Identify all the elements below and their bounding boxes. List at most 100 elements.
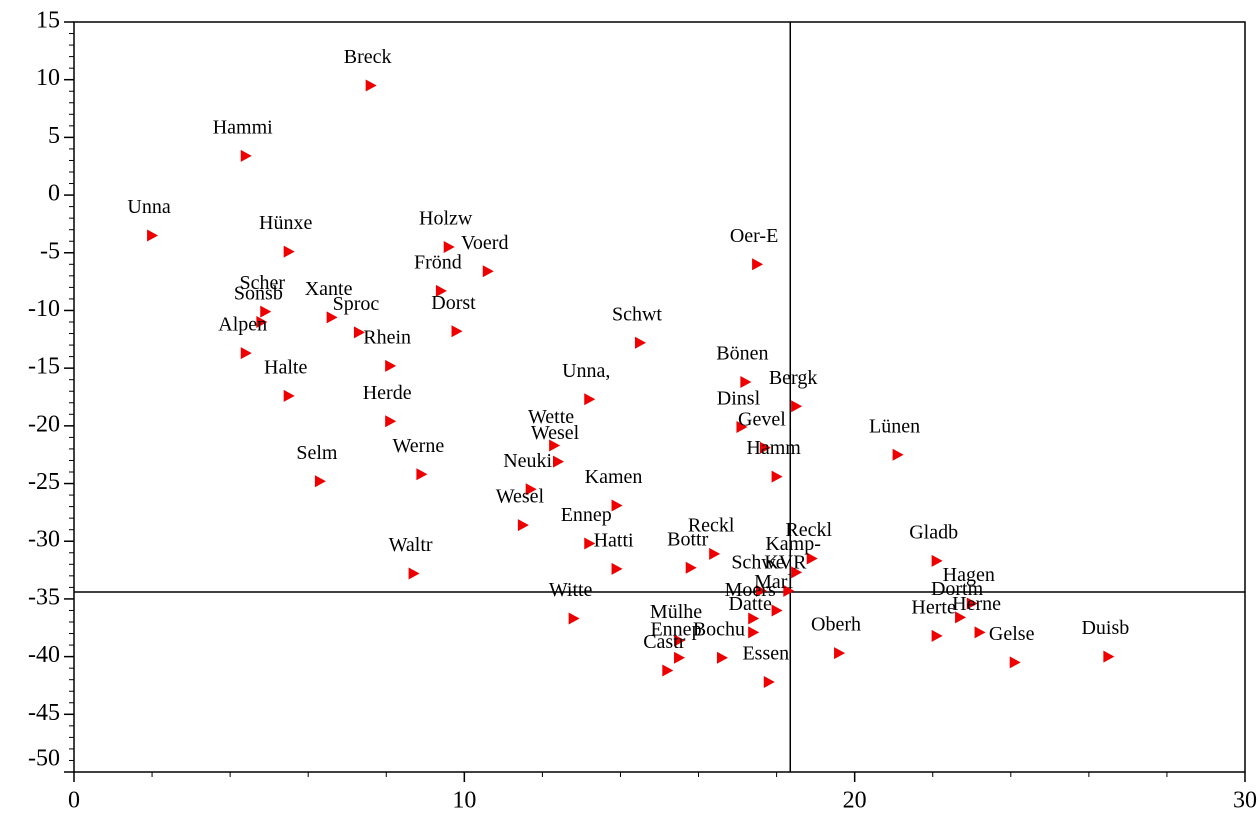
point bbox=[584, 537, 596, 550]
point-label: Reckl bbox=[785, 519, 832, 541]
point-label: Schwe bbox=[731, 551, 784, 573]
point-label: Xante bbox=[305, 278, 353, 300]
point bbox=[568, 612, 580, 625]
point-label: Ennep bbox=[561, 504, 612, 526]
point-label: Herne bbox=[952, 593, 1001, 615]
point-label: Oberh bbox=[811, 614, 861, 636]
point bbox=[611, 499, 623, 512]
point bbox=[931, 629, 943, 642]
point-label: Waltr bbox=[389, 534, 433, 556]
point-label: Hatti bbox=[594, 530, 634, 552]
point bbox=[771, 604, 783, 617]
x-tick-label: 10 bbox=[452, 788, 476, 814]
point-label: Bergk bbox=[769, 367, 818, 389]
point-label: Frönd bbox=[414, 251, 462, 273]
point bbox=[435, 284, 447, 297]
point-label: Neuki bbox=[503, 450, 552, 472]
point-label: Hagen bbox=[943, 564, 995, 586]
x-tick-label: 20 bbox=[843, 788, 867, 814]
point bbox=[1103, 650, 1115, 663]
point-label: Selm bbox=[296, 442, 338, 464]
point-label: Bottr bbox=[667, 528, 708, 550]
point bbox=[260, 305, 272, 318]
point bbox=[771, 470, 783, 483]
y-tick-label: -35 bbox=[28, 584, 60, 610]
point-label: Witte bbox=[549, 579, 593, 601]
point bbox=[966, 597, 978, 610]
x-tick-label: 0 bbox=[68, 788, 80, 814]
y-tick-label: 5 bbox=[48, 123, 60, 149]
point bbox=[240, 347, 252, 360]
point bbox=[549, 439, 561, 452]
point bbox=[791, 400, 803, 413]
point bbox=[674, 634, 686, 647]
point bbox=[385, 359, 397, 372]
point-label: Wesel bbox=[496, 486, 545, 508]
point bbox=[443, 241, 455, 253]
point bbox=[662, 664, 674, 677]
point-label: Wesel bbox=[531, 422, 580, 444]
point-label: Kamen bbox=[585, 466, 643, 488]
point-label: Moers bbox=[725, 579, 776, 601]
point bbox=[791, 566, 803, 579]
point bbox=[482, 265, 494, 278]
point-label: Mülhe bbox=[650, 601, 702, 623]
point bbox=[283, 245, 295, 258]
point bbox=[365, 79, 377, 92]
point-label: Unna bbox=[127, 196, 170, 218]
point-label: Dinsl bbox=[717, 388, 761, 410]
point bbox=[685, 561, 697, 574]
point bbox=[716, 651, 728, 664]
point-label: Unna, bbox=[562, 360, 610, 382]
point-label: Datte bbox=[729, 593, 772, 615]
point bbox=[806, 552, 818, 565]
point bbox=[408, 567, 420, 580]
point bbox=[783, 584, 795, 597]
point-label: Hünxe bbox=[259, 212, 312, 234]
point-label: Lünen bbox=[869, 415, 920, 437]
y-tick-label: -50 bbox=[28, 746, 60, 772]
point-label: Bochu bbox=[693, 618, 745, 640]
point bbox=[314, 475, 326, 488]
point bbox=[974, 626, 986, 639]
point bbox=[674, 651, 686, 664]
point-label: Schwt bbox=[612, 303, 662, 325]
point-label: Dortm bbox=[931, 578, 984, 600]
point bbox=[256, 316, 268, 328]
point-label: Voerd bbox=[461, 232, 508, 254]
point-label: Castr bbox=[643, 631, 686, 653]
point bbox=[634, 336, 646, 349]
plot-frame bbox=[73, 21, 1246, 773]
point bbox=[553, 455, 565, 468]
point-label: Sproc bbox=[333, 293, 380, 315]
point bbox=[525, 483, 537, 496]
point-label: Oer-E bbox=[730, 225, 778, 247]
y-tick-label: -20 bbox=[28, 411, 60, 437]
point bbox=[416, 468, 428, 481]
point bbox=[584, 393, 596, 406]
x-tick-label: 30 bbox=[1233, 788, 1257, 814]
point-label: Herde bbox=[363, 382, 412, 404]
point bbox=[611, 562, 623, 575]
point bbox=[240, 149, 252, 162]
point-label: Kamp- bbox=[765, 533, 821, 555]
y-tick-label: -25 bbox=[28, 469, 60, 495]
point bbox=[752, 258, 764, 271]
point bbox=[834, 647, 846, 660]
point-label: Hammi bbox=[213, 116, 273, 138]
point-label: Halte bbox=[264, 356, 307, 378]
point-label: Werne bbox=[393, 435, 445, 457]
point bbox=[283, 389, 295, 402]
point-label: Wette bbox=[528, 406, 574, 428]
point-label: Scher bbox=[239, 272, 285, 294]
point-label: Rhein bbox=[363, 326, 411, 348]
point bbox=[353, 326, 365, 339]
y-tick-label: 10 bbox=[36, 65, 60, 91]
point-label: Dorst bbox=[431, 292, 476, 314]
point bbox=[763, 676, 775, 688]
point-label: Essen bbox=[742, 643, 789, 665]
point-label: KVR bbox=[764, 551, 807, 573]
point bbox=[517, 519, 529, 532]
point-label: Gelse bbox=[989, 623, 1035, 645]
y-tick-label: 0 bbox=[48, 181, 60, 207]
